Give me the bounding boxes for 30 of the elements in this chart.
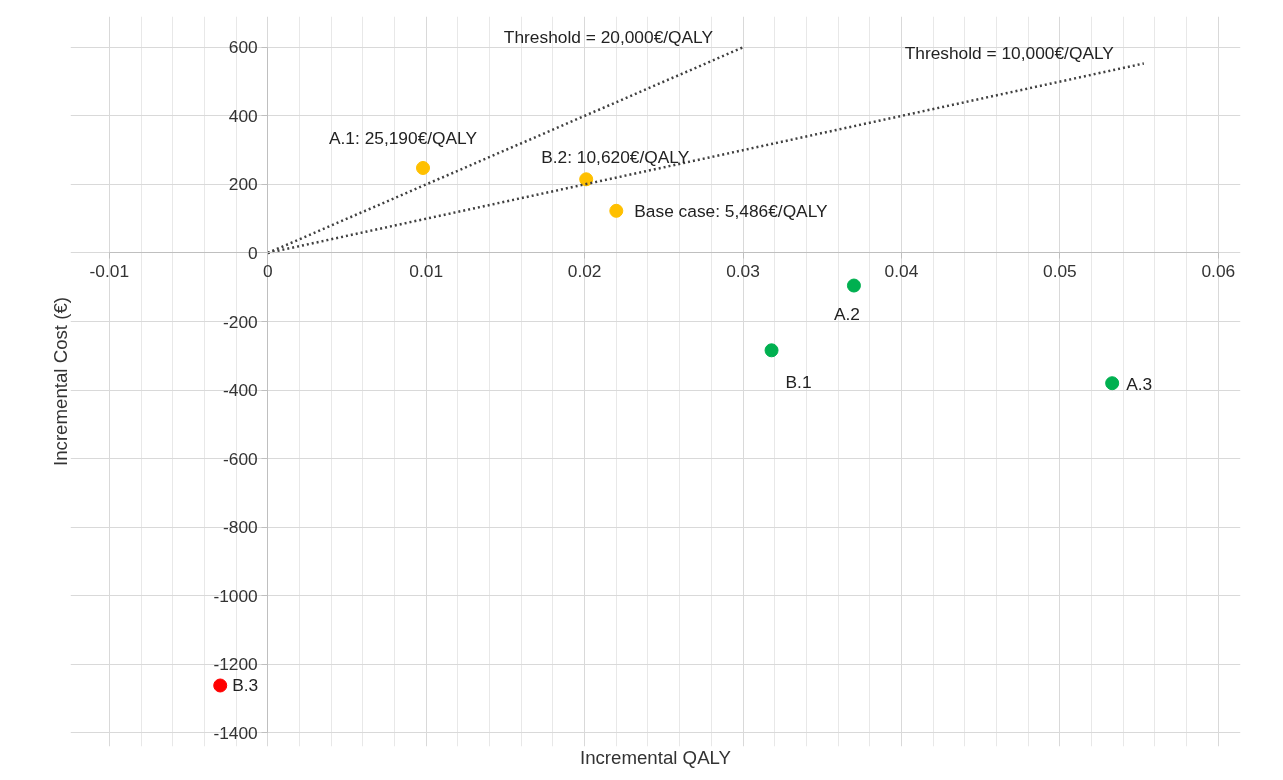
annotation: A.3 [1126,374,1153,395]
annotation: A.2 [833,303,860,324]
x-tick-label: 0.03 [726,260,760,281]
y-tick-label: -200 [223,311,258,332]
y-tick-label: 400 [228,105,258,126]
series-label: Threshold = 20,000€/QALY [503,27,714,48]
y-axis-title: Incremental Cost (€) [49,297,71,466]
x-tick-label: 0.01 [409,260,444,281]
x-tick-label: 0.06 [1201,260,1236,281]
y-tick-label: -1200 [213,654,258,675]
y-tick-label: -800 [223,517,258,538]
x-tick-label: 0.04 [884,260,919,281]
series-label: Threshold = 10,000€/QALY [904,43,1115,64]
x-tick-label: 0 [262,260,273,281]
annotation: B.3 [232,675,259,696]
annotation: A.1: 25,190€/QALY [328,127,478,148]
x-tick-label: 0.05 [1043,260,1077,281]
annotation: Base case: 5,486€/QALY [634,200,829,221]
annotation: B.2: 10,620€/QALY [541,147,690,168]
x-axis-title: Incremental QALY [579,746,732,768]
y-tick-label: 600 [228,37,258,58]
y-tick-label: -1400 [213,722,258,743]
y-tick-label: -600 [223,448,258,469]
y-tick-label: 0 [248,242,258,263]
x-tick-label: -0.01 [89,260,130,281]
x-tick-label: 0.02 [567,260,602,281]
y-tick-label: 200 [228,174,258,195]
y-tick-label: -1000 [213,585,258,606]
annotation: B.1 [785,372,812,393]
y-tick-label: -400 [223,380,258,401]
